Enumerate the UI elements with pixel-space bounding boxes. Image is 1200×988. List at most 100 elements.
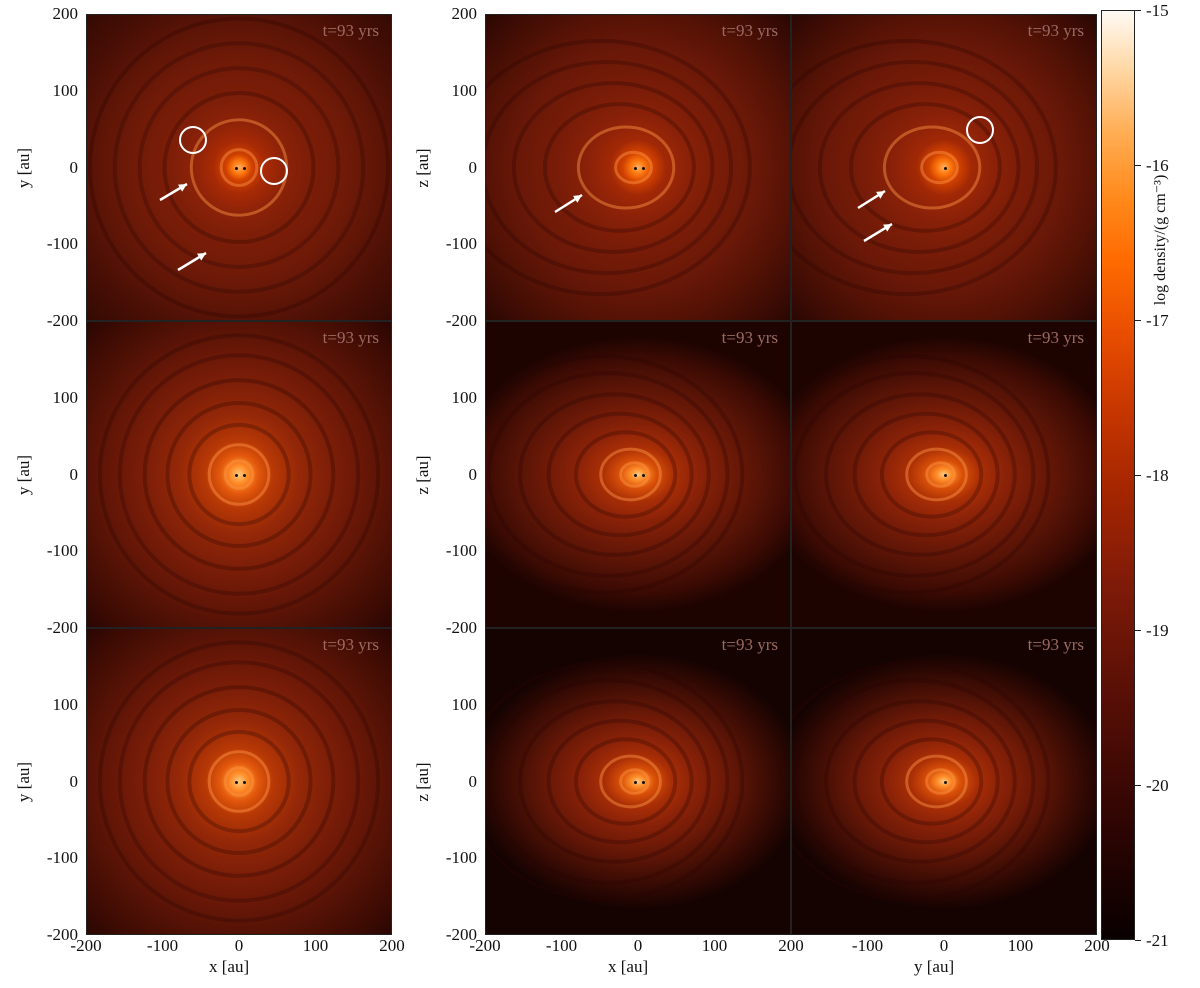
- y-tick-label: 0: [468, 771, 478, 791]
- density-map: [486, 322, 790, 627]
- y-tick-label: -200: [46, 925, 78, 944]
- colorbar-tick: [1135, 475, 1141, 476]
- density-shell: [824, 699, 1017, 864]
- y-tick-label: 200: [451, 4, 478, 23]
- sink-particle: [633, 781, 637, 784]
- y-tick-label: -100: [46, 234, 78, 254]
- sink-particle: [641, 167, 645, 170]
- y-tick-label: -200: [46, 311, 78, 330]
- density-shell: [792, 354, 1051, 595]
- colorbar-tick-label: -21: [1146, 931, 1169, 950]
- time-label: t=93 yrs: [322, 328, 379, 347]
- sink-particle: [943, 167, 947, 170]
- y-axis-title: y [au]: [14, 147, 33, 188]
- density-shell: [619, 461, 650, 488]
- density-panel-x-z-row1: t=93 yrs: [485, 14, 791, 321]
- x-tick-label: 0: [633, 936, 643, 955]
- density-shell: [817, 81, 1021, 254]
- density-shell: [486, 38, 752, 297]
- sink-particle: [943, 781, 947, 784]
- density-shell: [792, 38, 1058, 297]
- density-map: [87, 629, 391, 934]
- density-shell: [619, 768, 650, 795]
- y-tick-label: -200: [445, 925, 477, 944]
- x-tick-label: 200: [778, 936, 804, 955]
- y-tick-label: 0: [69, 771, 79, 791]
- shell-rings: [97, 333, 381, 616]
- density-shell: [162, 91, 316, 244]
- density-shell: [792, 59, 1040, 276]
- y-tick-label: 100: [52, 694, 79, 714]
- density-shell: [207, 443, 271, 506]
- y-tick-label: -100: [46, 848, 78, 868]
- marker-circle: [260, 157, 288, 185]
- density-shell: [905, 447, 968, 502]
- y-tick-label: 100: [451, 694, 478, 714]
- time-label: t=93 yrs: [322, 635, 379, 654]
- colorbar-tick-label: -20: [1146, 776, 1169, 795]
- density-shell: [486, 59, 734, 276]
- density-shell: [599, 754, 662, 809]
- density-shell: [920, 150, 959, 185]
- x-tick-label: 200: [379, 936, 405, 955]
- colorbar-tick: [1135, 785, 1141, 786]
- sink-particle: [641, 474, 645, 477]
- density-shell: [486, 371, 730, 578]
- density-shell: [573, 430, 678, 519]
- density-panel-y-z-row2: t=93 yrs: [791, 321, 1097, 628]
- y-tick-label: -200: [445, 618, 477, 637]
- shell-rings: [792, 661, 1051, 902]
- y-tick-label: -100: [445, 234, 477, 254]
- density-shell: [546, 718, 694, 845]
- colorbar-tick: [1135, 10, 1141, 11]
- arrow-marker: [857, 189, 886, 210]
- time-label: t=93 yrs: [721, 21, 778, 40]
- density-shell: [925, 768, 956, 795]
- y-tick-label: -100: [46, 541, 78, 561]
- shell-rings: [87, 16, 391, 319]
- density-shell: [219, 148, 259, 187]
- arrow-marker: [554, 193, 583, 214]
- colorbar-tick-label: -16: [1146, 156, 1169, 175]
- density-shell: [142, 378, 336, 571]
- x-tick-label: 200: [1084, 936, 1110, 955]
- density-map: [87, 15, 391, 320]
- y-tick-label: 100: [52, 80, 79, 100]
- sink-particle: [234, 167, 238, 170]
- time-label: t=93 yrs: [721, 635, 778, 654]
- density-shell: [573, 737, 678, 826]
- density-shell: [117, 353, 361, 596]
- marker-circle: [966, 116, 994, 144]
- density-shell: [879, 430, 984, 519]
- x-tick-label: 0: [234, 936, 244, 955]
- density-shell: [137, 66, 341, 269]
- x-tick-label: -200: [70, 936, 102, 955]
- colorbar: [1101, 10, 1135, 940]
- colorbar-tick-label: -18: [1146, 466, 1169, 485]
- sink-particle: [234, 781, 238, 784]
- density-shell: [486, 354, 745, 595]
- sink-particle: [234, 474, 238, 477]
- density-shell: [187, 422, 291, 527]
- sink-particle: [242, 781, 246, 784]
- density-shell: [518, 699, 711, 864]
- colorbar-tick: [1135, 165, 1141, 166]
- density-shell: [542, 102, 696, 233]
- colorbar-tick-label: -19: [1146, 621, 1169, 640]
- y-tick-label: 200: [52, 4, 79, 23]
- time-label: t=93 yrs: [721, 328, 778, 347]
- shell-rings: [97, 640, 381, 923]
- x-tick-label: 0: [939, 936, 949, 955]
- shell-rings: [486, 354, 745, 595]
- time-label: t=93 yrs: [1027, 328, 1084, 347]
- time-label: t=93 yrs: [1027, 21, 1084, 40]
- density-shell: [142, 685, 336, 878]
- shell-rings: [792, 38, 1058, 297]
- x-axis-title: x [au]: [608, 957, 649, 976]
- density-shell: [852, 411, 1000, 538]
- density-shell: [97, 640, 381, 923]
- density-panel-x-z-row2: t=93 yrs: [485, 321, 791, 628]
- colorbar-tick: [1135, 630, 1141, 631]
- density-shell: [792, 371, 1036, 578]
